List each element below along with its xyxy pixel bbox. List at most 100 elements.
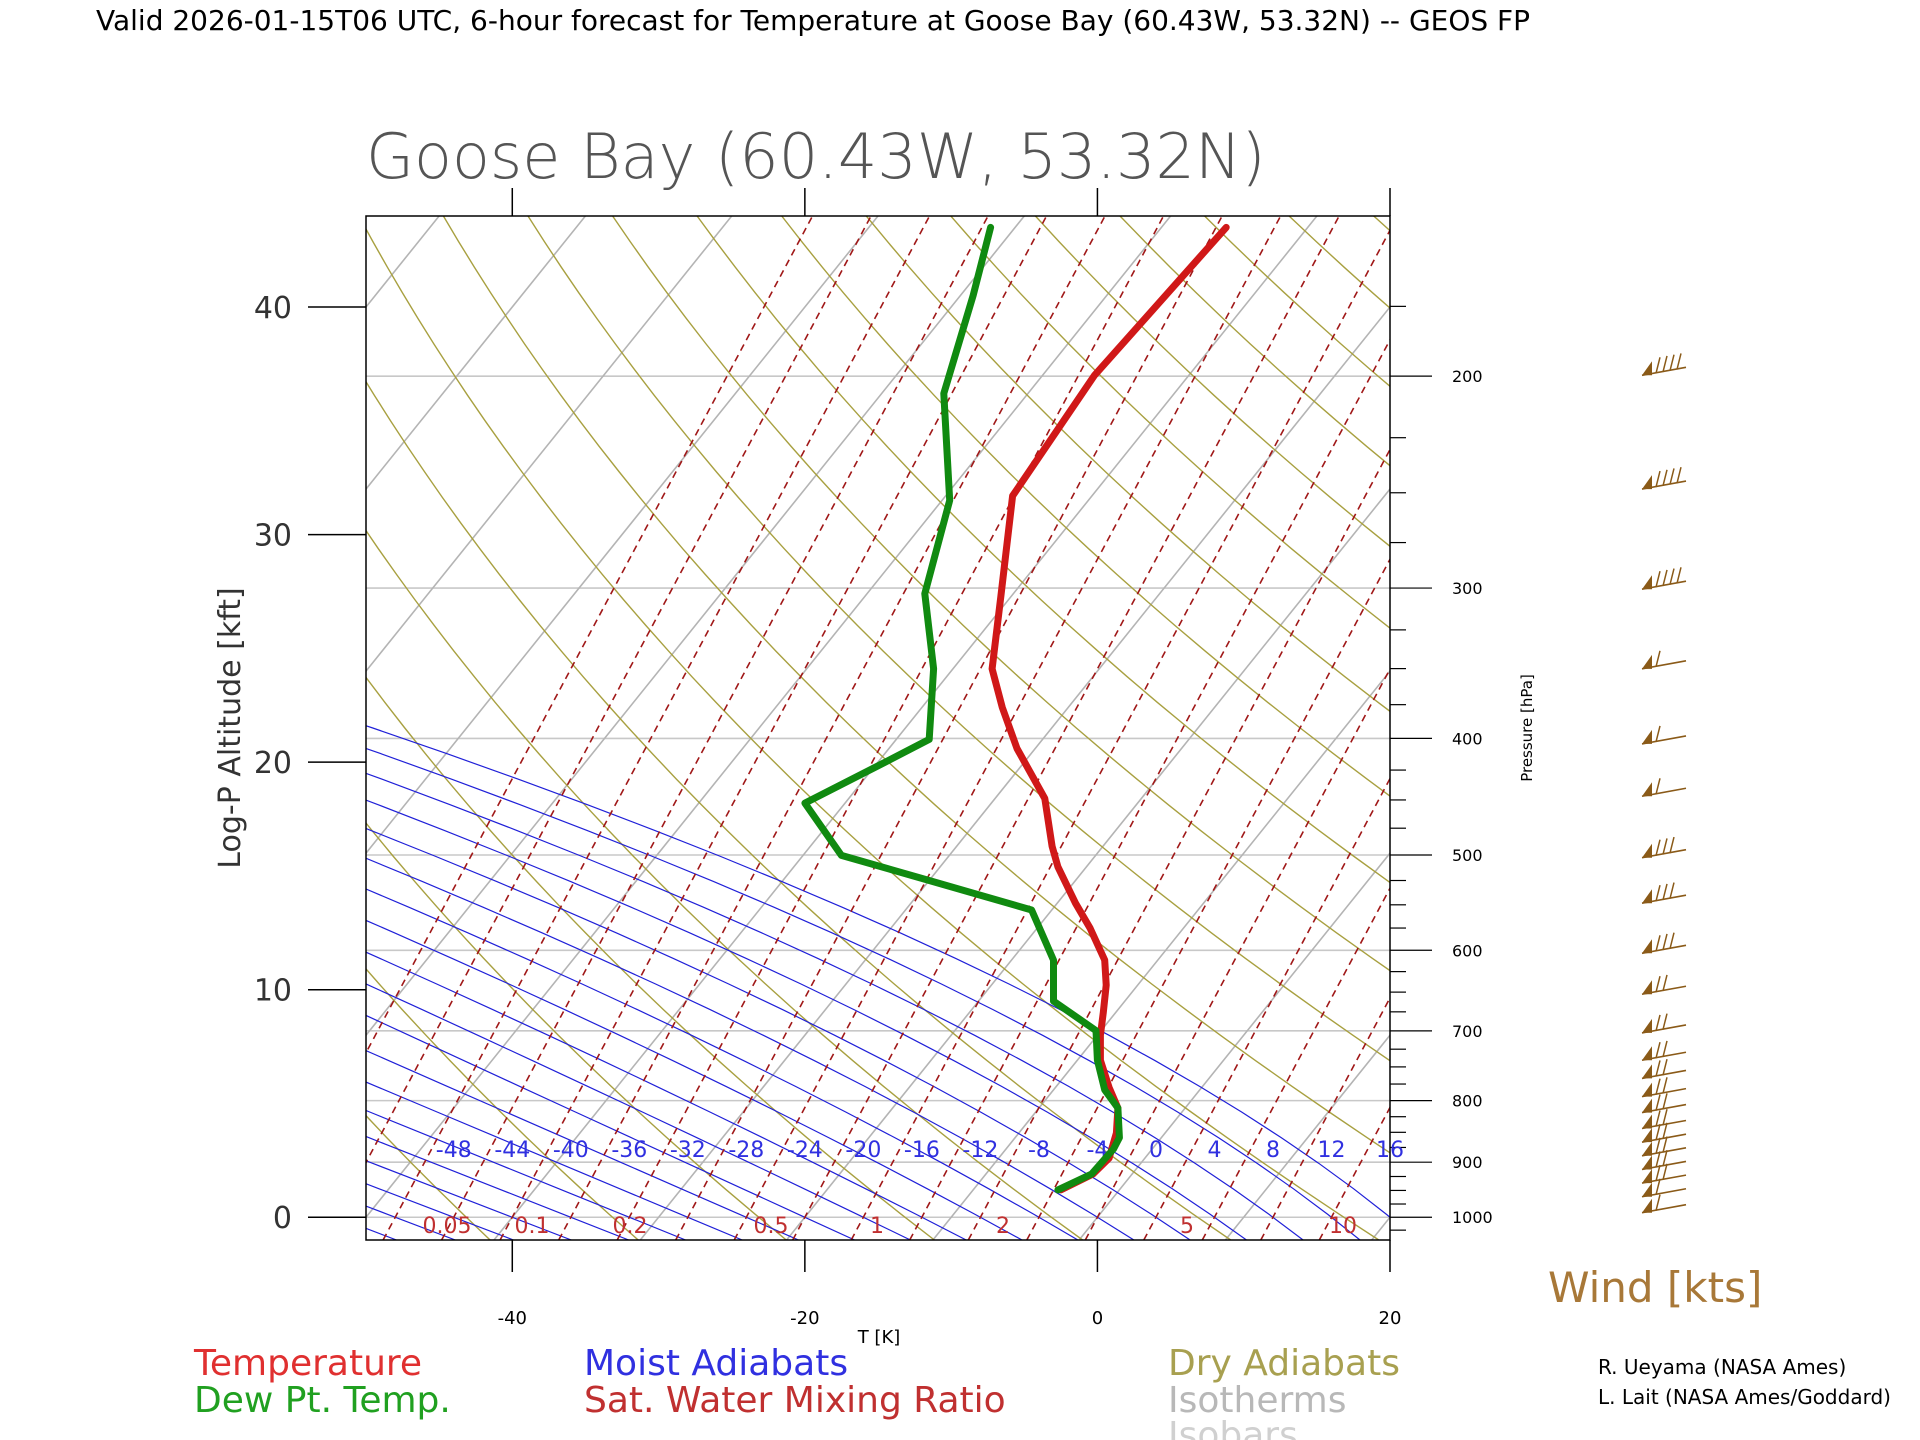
wind-barb-feather (1669, 932, 1675, 949)
isotherm-line (493, 216, 1318, 1240)
y-tick-label: 10 (254, 974, 292, 1009)
dry-adiabat-line (366, 821, 787, 1240)
wind-barb (1641, 1136, 1687, 1157)
dry-adiabat-line (527, 216, 1390, 1062)
wind-barb-pennant (1642, 654, 1652, 669)
moist-adiabat-label: -32 (670, 1138, 706, 1163)
wind-barb-pennant (1642, 1128, 1652, 1143)
mixing-ratio-line (674, 216, 1223, 1240)
wind-barb-feather (1655, 650, 1661, 668)
wind-barb-feather (1655, 885, 1661, 902)
dry-adiabat-line (1712, 216, 1920, 1240)
mixing-ratio-label: 10 (1329, 1214, 1357, 1239)
y-tick-label: 0 (273, 1201, 292, 1236)
wind-barb-pennant (1642, 939, 1652, 954)
wind-barb-pennant (1642, 1182, 1652, 1197)
mixing-ratio-label: 1 (870, 1214, 884, 1239)
mixing-ratio-line (440, 216, 989, 1240)
wind-barb-feather (1655, 470, 1661, 488)
wind-barb (1641, 650, 1687, 670)
wind-barb (1641, 1013, 1687, 1034)
wind-barb-pennant (1642, 980, 1652, 995)
moist-adiabat-line (366, 919, 1023, 1240)
wind-barb (1641, 1163, 1687, 1184)
wind-barb-feather (1669, 836, 1675, 854)
wind-barb-feather (1655, 725, 1661, 743)
pressure-tick-label: 200 (1452, 367, 1483, 386)
mixing-ratio-label: 0.5 (754, 1214, 789, 1239)
inline-labels: -48 -44 -40 -36 -32 -28 -24 -20 -16 -12 -8 -4 0 4 8 12 1… (423, 1138, 1404, 1239)
wind-barb-pennant (1642, 1141, 1652, 1156)
wind-barb-feather (1655, 1042, 1661, 1059)
moist-adiabat-label: -8 (1028, 1138, 1050, 1163)
wind-barb-pennant (1642, 361, 1652, 376)
dry-adiabat-line (366, 676, 935, 1240)
wind-barb-feather (1655, 1078, 1661, 1095)
mixing-ratio-label: 0.1 (515, 1214, 550, 1239)
moist-adiabat-line (366, 983, 911, 1240)
isotherm-line (785, 487, 1390, 1240)
mixing-ratio-line (1084, 667, 1390, 1240)
wind-barb (1641, 1040, 1687, 1062)
wind-barb (1641, 778, 1687, 798)
wind-barb-feather (1676, 567, 1682, 584)
dry-adiabat-line (1543, 216, 1920, 1240)
wind-barb-feather (1669, 468, 1675, 485)
moist-adiabat-line (366, 1160, 572, 1240)
moist-adiabat-label: 4 (1207, 1138, 1221, 1163)
wind-barb-feather (1676, 466, 1682, 484)
pressure-tick-label: 900 (1452, 1153, 1483, 1172)
dry-adiabat-line (1881, 216, 1920, 1240)
wind-barb-feather (1655, 1164, 1661, 1182)
dry-adiabat-line (612, 216, 1390, 972)
wind-barb (1641, 1077, 1687, 1098)
moist-adiabat-label: -12 (962, 1138, 998, 1163)
x-axis-label: T [K] (857, 1327, 901, 1348)
wind-barb-feather (1662, 1040, 1668, 1058)
profile-series (801, 223, 1230, 1194)
wind-barb (1641, 974, 1687, 996)
wind-barb (1641, 1194, 1687, 1214)
wind-barb (1641, 725, 1687, 745)
x-tick-label: -40 (498, 1308, 527, 1329)
wind-barb-feather (1669, 882, 1675, 899)
legend-temperature: Temperature (193, 1343, 422, 1384)
wind-barb-feather (1655, 976, 1661, 993)
y-tick-label: 20 (254, 746, 292, 781)
wind-barb (1641, 1058, 1687, 1080)
dry-adiabat-line (1119, 216, 1390, 467)
wind-barb-feather (1662, 838, 1668, 855)
moist-adiabat-label: -36 (611, 1138, 647, 1163)
wind-barb-feather (1655, 1178, 1661, 1195)
wind-barb-feather (1655, 1014, 1661, 1032)
wind-barb-feather (1662, 1122, 1668, 1140)
wind-barb (1641, 1149, 1687, 1171)
pressure-tick-label: 300 (1452, 579, 1483, 598)
wind-barb-feather (1662, 1163, 1668, 1180)
mixing-ratio-line (967, 447, 1390, 1240)
wind-barb-feather (1655, 1151, 1661, 1168)
wind-barb (1641, 1178, 1687, 1198)
y-tick-label: 30 (254, 519, 292, 554)
moist-adiabat-label: 8 (1266, 1138, 1280, 1163)
mixing-ratio-line (366, 216, 814, 1055)
isotherm-line (0, 216, 293, 1240)
pressure-tick-label: 800 (1452, 1092, 1483, 1111)
moist-adiabat-label: -48 (436, 1138, 472, 1163)
moist-adiabat-label: -24 (787, 1138, 823, 1163)
wind-barb-pennant (1642, 1082, 1652, 1097)
background-lines (0, 216, 1920, 1240)
wind-barb-pennant (1642, 889, 1652, 904)
header-title: Valid 2026-01-15T06 UTC, 6-hour forecast… (96, 4, 1530, 37)
legend-isobars: Isobars (1168, 1415, 1298, 1440)
wind-barb-feather (1662, 1013, 1668, 1030)
wind-barb-pennant (1642, 782, 1652, 797)
moist-adiabat-label: -28 (728, 1138, 764, 1163)
wind-barb-pennant (1642, 1114, 1652, 1129)
isotherm-line (366, 216, 1025, 1037)
mixing-ratio-line (791, 216, 1340, 1240)
wind-barb (1641, 836, 1687, 859)
moist-adiabat-label: -20 (845, 1138, 881, 1163)
pressure-tick-label: 400 (1452, 729, 1483, 748)
